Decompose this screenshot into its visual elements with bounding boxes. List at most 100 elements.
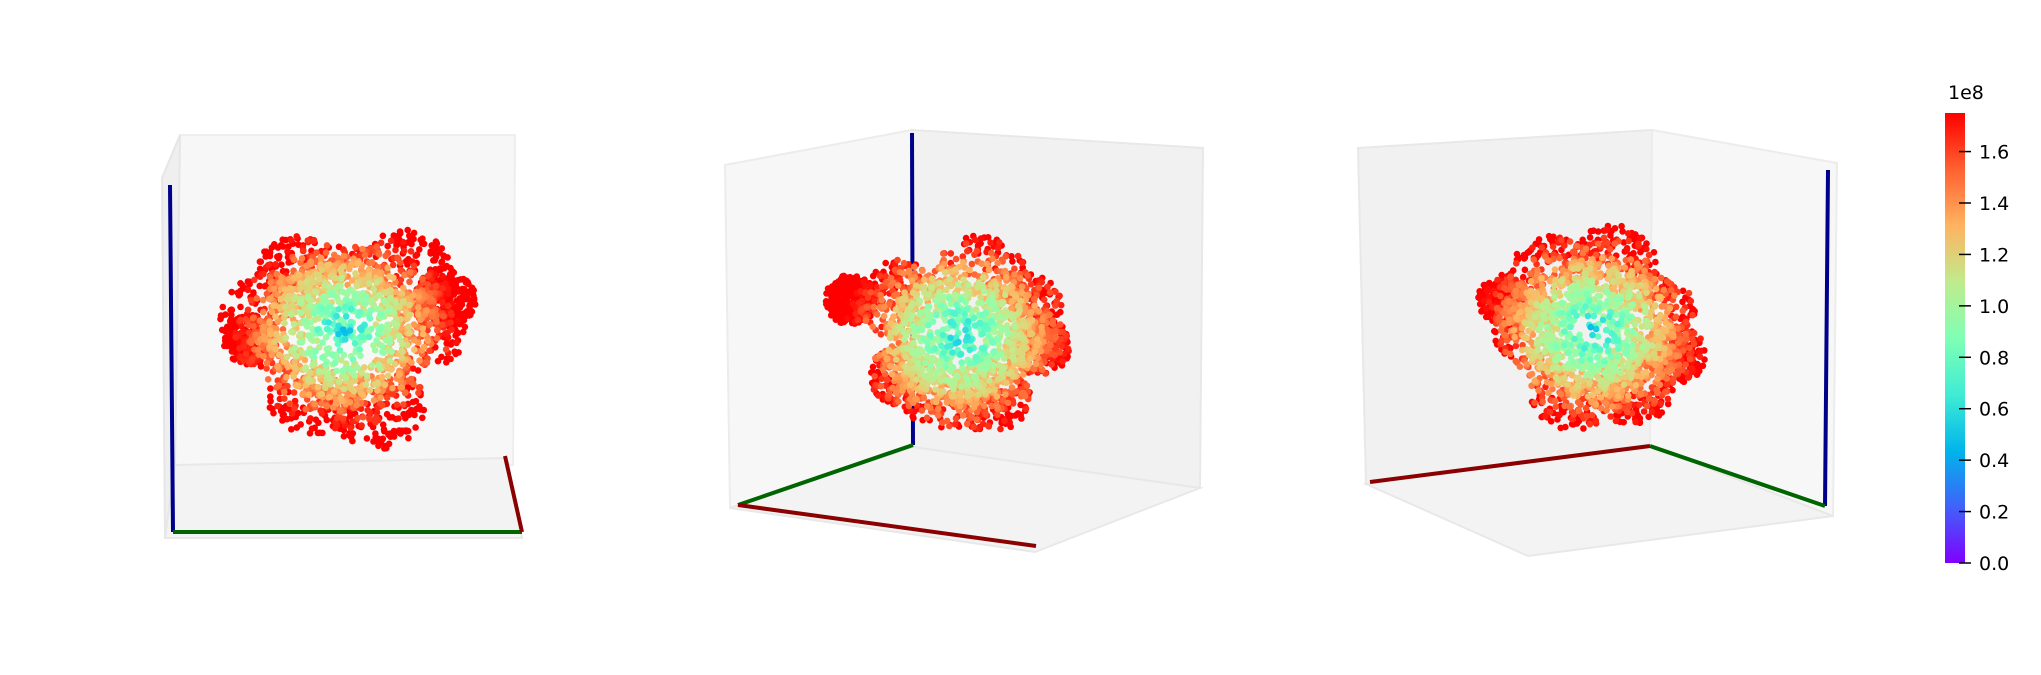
point: [1018, 283, 1026, 290]
point: [894, 256, 901, 264]
point: [365, 333, 373, 341]
point: [901, 319, 908, 327]
point: [290, 256, 298, 264]
point: [406, 329, 413, 337]
point: [304, 293, 312, 301]
point: [406, 278, 413, 286]
point: [398, 384, 406, 391]
point: [970, 314, 978, 322]
point: [333, 312, 340, 320]
point: [312, 348, 319, 355]
point: [337, 394, 344, 402]
point: [1004, 399, 1012, 407]
point: [1052, 302, 1059, 309]
point: [400, 247, 408, 255]
point: [322, 297, 329, 304]
point: [958, 359, 965, 366]
point: [863, 303, 871, 311]
point: [942, 362, 949, 370]
point: [454, 317, 462, 325]
point: [918, 407, 926, 414]
point: [266, 295, 273, 303]
point: [336, 347, 344, 354]
point: [390, 427, 398, 435]
point: [883, 376, 891, 384]
point: [373, 415, 380, 422]
point: [279, 243, 287, 250]
point: [310, 354, 318, 362]
point: [288, 426, 295, 433]
point: [359, 413, 367, 421]
point: [275, 351, 283, 359]
point: [453, 329, 461, 336]
point: [928, 284, 935, 291]
point: [894, 282, 902, 289]
point: [410, 262, 418, 270]
point: [444, 302, 452, 310]
point: [272, 313, 279, 320]
point: [942, 269, 949, 277]
point: [251, 276, 258, 284]
point: [982, 322, 990, 329]
point: [985, 298, 992, 305]
point: [330, 291, 337, 299]
point: [236, 291, 244, 298]
point: [397, 430, 404, 437]
point: [290, 274, 297, 282]
point: [988, 338, 996, 345]
point: [420, 406, 428, 414]
point: [333, 367, 341, 375]
point: [281, 395, 288, 402]
point: [909, 300, 917, 307]
point: [946, 295, 953, 302]
point: [976, 319, 984, 327]
point: [942, 376, 950, 384]
point: [1008, 384, 1016, 391]
point: [327, 381, 334, 388]
point: [353, 401, 360, 409]
point: [270, 409, 277, 417]
point: [307, 319, 314, 326]
point: [340, 252, 348, 260]
point: [297, 421, 305, 428]
point: [892, 364, 899, 372]
point: [972, 353, 980, 361]
point: [283, 296, 291, 303]
point: [288, 237, 295, 244]
point: [400, 297, 407, 305]
point: [992, 281, 1000, 289]
point: [937, 302, 945, 309]
point: [372, 430, 379, 437]
point: [363, 372, 371, 380]
point: [423, 359, 431, 367]
point: [1002, 274, 1010, 281]
point: [340, 326, 347, 333]
point: [419, 235, 426, 242]
point: [957, 350, 965, 358]
point: [288, 328, 295, 336]
point: [266, 319, 273, 327]
point: [375, 435, 382, 443]
point: [995, 335, 1002, 343]
point: [351, 292, 359, 299]
point: [338, 274, 345, 282]
point: [250, 322, 257, 330]
point: [902, 296, 909, 304]
point: [260, 308, 267, 316]
point: [351, 340, 359, 347]
point: [395, 415, 402, 422]
point: [1008, 412, 1015, 420]
point: [315, 275, 323, 283]
point: [439, 285, 447, 292]
point: [447, 319, 454, 326]
point: [347, 433, 355, 441]
point: [867, 289, 875, 296]
point: [839, 296, 846, 303]
point: [314, 326, 321, 334]
floor-pane: [163, 456, 524, 539]
point: [1047, 341, 1054, 349]
point: [460, 328, 467, 336]
point: [395, 232, 403, 239]
point: [311, 360, 318, 368]
point: [318, 305, 326, 312]
